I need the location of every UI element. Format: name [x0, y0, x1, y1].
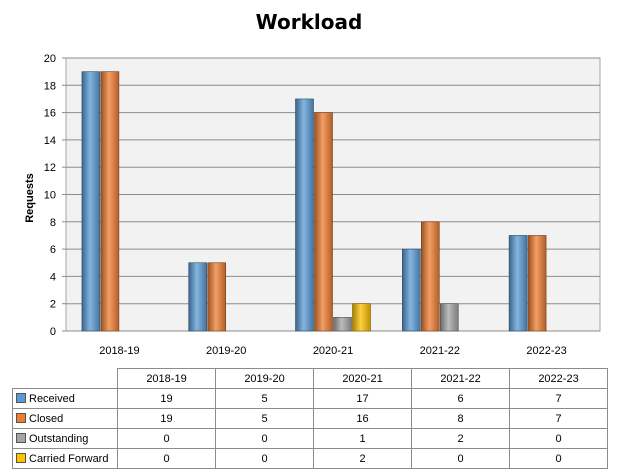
table-cell: 0	[117, 448, 216, 469]
bar-closed-2018-19	[100, 71, 120, 332]
legend-label: Received	[29, 392, 75, 405]
table-cell: 0	[509, 428, 608, 449]
bar-closed-2021-22	[420, 221, 440, 332]
table-cell: 0	[509, 448, 608, 469]
table-cell: 1	[313, 428, 412, 449]
table-column-header: 2019-20	[215, 368, 314, 389]
x-tick-label: 2020-21	[313, 345, 353, 357]
bar-closed-2019-20	[207, 262, 226, 332]
table-cell: 2	[313, 448, 412, 469]
legend-entry: Received	[12, 388, 118, 409]
table-cell: 0	[411, 448, 510, 469]
legend-swatch	[16, 452, 26, 463]
table-cell: 7	[509, 408, 608, 429]
legend-label: Carried Forward	[29, 452, 109, 465]
table-cell: 0	[215, 428, 314, 449]
legend-label: Outstanding	[29, 432, 89, 445]
table-cell: 16	[313, 408, 412, 429]
table-row: Received 19 5 17 6 7	[12, 388, 608, 409]
data-table: 2018-19 2019-20 2020-21 2021-22 2022-23 Rece…	[12, 368, 608, 469]
y-tick-label: 12	[44, 162, 56, 174]
table-row: Closed 19 5 16 8 7	[12, 408, 608, 429]
legend-label: Closed	[29, 412, 64, 425]
bar-chart: 0 2 4 6 8 10 12 14 16 18 20 2018-19 2019-20 2020-21 2…	[24, 53, 601, 357]
table-row: Carried Forward 0 0 2 0 0	[12, 448, 608, 469]
bar-received-2022-23	[508, 235, 528, 332]
table-corner	[13, 369, 118, 389]
y-axis-label: Requests	[24, 173, 36, 223]
table-cell: 7	[509, 388, 608, 409]
legend-entry: Outstanding	[12, 428, 118, 449]
table-cell: 6	[411, 388, 510, 409]
table-cell: 0	[117, 428, 216, 449]
bar-outstanding-2021-22	[439, 303, 459, 332]
table-column-header: 2021-22	[411, 368, 510, 389]
table-row: Outstanding 0 0 1 2 0	[12, 428, 608, 449]
bar-closed-2020-21	[314, 112, 333, 332]
table-cell: 5	[215, 388, 314, 409]
table-column-header: 2020-21	[313, 368, 412, 389]
legend-entry: Closed	[12, 408, 118, 429]
table-column-header: 2018-19	[117, 368, 216, 389]
y-tick-label: 14	[44, 135, 56, 147]
table-cell: 0	[215, 448, 314, 469]
bar-received-2020-21	[295, 98, 314, 332]
y-tick-label: 8	[50, 217, 56, 229]
y-tick-label: 0	[50, 326, 56, 338]
table-cell: 17	[313, 388, 412, 409]
bar-received-2021-22	[401, 248, 421, 332]
legend-swatch	[16, 412, 26, 423]
table-column-header: 2022-23	[509, 368, 608, 389]
bar-carried-forward-2020-21	[352, 303, 371, 332]
y-tick-label: 18	[44, 80, 56, 92]
bar-closed-2022-23	[527, 235, 547, 332]
x-tick-label: 2019-20	[206, 345, 246, 357]
table-cell: 19	[117, 388, 216, 409]
y-tick-label: 10	[44, 190, 56, 202]
table-cell: 19	[117, 408, 216, 429]
bar-received-2019-20	[188, 262, 207, 332]
x-tick-label: 2022-23	[526, 345, 566, 357]
table-cell: 5	[215, 408, 314, 429]
chart-title: Workload	[255, 10, 363, 34]
y-tick-label: 16	[44, 108, 56, 120]
y-tick-label: 4	[50, 271, 56, 283]
legend-swatch	[16, 432, 26, 443]
x-tick-label: 2021-22	[420, 345, 460, 357]
legend-entry: Carried Forward	[12, 448, 118, 469]
table-cell: 8	[411, 408, 510, 429]
bar-outstanding-2020-21	[333, 317, 352, 332]
bar-received-2018-19	[81, 71, 101, 332]
y-tick-label: 2	[50, 299, 56, 311]
table-cell: 2	[411, 428, 510, 449]
x-tick-label: 2018-19	[99, 345, 139, 357]
y-tick-label: 6	[50, 244, 56, 256]
legend-swatch	[16, 392, 26, 403]
y-tick-label: 20	[44, 53, 56, 65]
